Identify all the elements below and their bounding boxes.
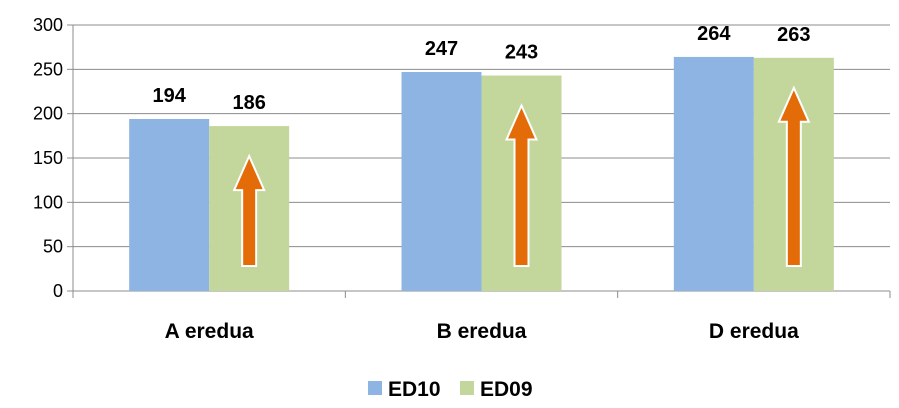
data-label: 264	[697, 23, 731, 45]
bar-ed10	[129, 118, 210, 291]
y-tick-label: 50	[43, 237, 63, 257]
up-arrow-icon	[232, 153, 266, 267]
y-tick-label: 150	[33, 148, 63, 168]
legend-label-ed09: ED09	[480, 378, 533, 401]
data-label: 263	[777, 24, 810, 46]
up-arrow-icon	[777, 85, 811, 267]
legend-swatch-ed10	[368, 381, 382, 395]
bar-ed10	[673, 56, 754, 291]
data-labels: 194 186 247 243 264 263	[152, 23, 810, 114]
x-category-label: A eredua	[165, 320, 254, 343]
data-label: 194	[152, 85, 186, 107]
y-tick-label: 0	[53, 281, 63, 301]
up-arrow-icon	[504, 103, 539, 267]
y-tick-label: 100	[33, 192, 63, 212]
data-label: 247	[425, 38, 458, 60]
bar-ed10	[401, 71, 482, 291]
arrow-annotations	[232, 85, 811, 267]
legend: ED10 ED09	[368, 378, 533, 401]
data-label: 186	[232, 92, 265, 114]
legend-swatch-ed09	[460, 381, 474, 395]
y-tick-label: 250	[33, 59, 63, 79]
y-tick-label: 300	[33, 15, 63, 35]
data-label: 243	[505, 42, 538, 64]
y-tick-label: 200	[33, 104, 63, 124]
legend-label-ed10: ED10	[388, 378, 441, 401]
x-category-label: D eredua	[709, 320, 799, 343]
x-category-label: B eredua	[437, 320, 527, 343]
